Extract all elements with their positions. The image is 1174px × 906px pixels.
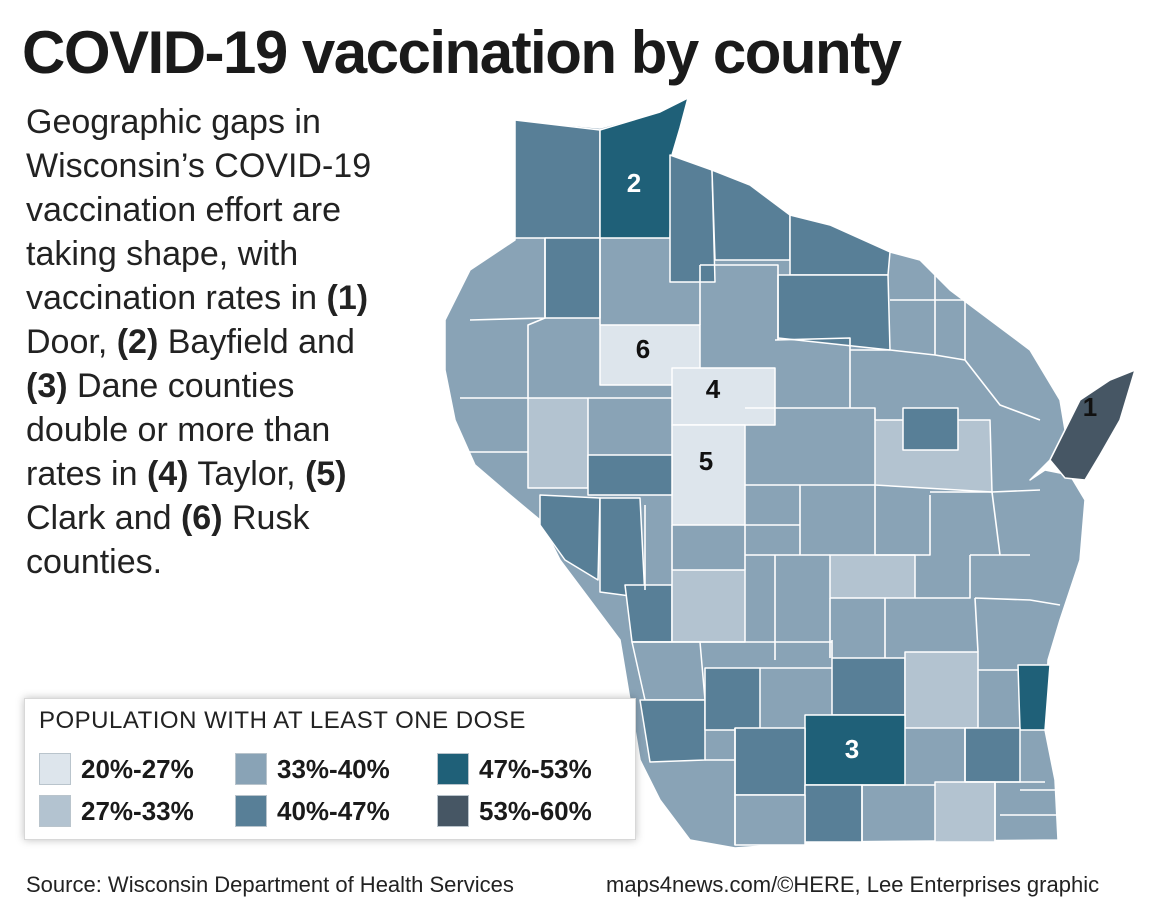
county-iowa [734,727,806,796]
county-door [1049,369,1136,481]
county-monroe [671,569,746,643]
county-trempealeau [599,497,646,599]
county-richland [704,667,761,731]
county-markers: 1 2 3 4 5 6 [627,168,1097,764]
legend-item-40-47: 40%-47% [235,793,390,829]
county-taylor [671,367,776,426]
county-dodge [904,651,979,729]
legend-swatch [437,795,469,827]
legend-label: 33%-40% [277,753,390,784]
intro-text: Geographic gaps in Wisconsin’s COVID-19 … [26,103,372,581]
legend-item-53-60: 53%-60% [437,793,592,829]
legend-swatch [437,753,469,785]
legend-item-27-33: 27%-33% [39,793,194,829]
legend-swatch [235,753,267,785]
legend-title: POPULATION WITH AT LEAST ONE DOSE [39,707,526,734]
county-lafayette [734,794,806,846]
county-green [804,784,863,843]
county-borders [455,238,1061,845]
county-vilas [789,214,891,276]
legend-label: 47%-53% [479,753,592,784]
county-washburn [544,237,601,319]
legend-label: 27%-33% [81,795,194,826]
county-douglas [514,119,601,239]
marker-2: 2 [627,168,641,198]
county-waukesha [964,727,1021,783]
county-columbia [831,657,906,716]
county-vernon [631,641,706,701]
county-eauclaire [587,454,673,496]
marker-6: 6 [636,334,650,364]
credit-note: maps4news.com/©HERE, Lee Enterprises gra… [606,872,1100,897]
county-crawford [639,699,706,763]
legend-item-33-40: 33%-40% [235,751,390,787]
legend-label: 53%-60% [479,795,592,826]
county-ozaukee [1017,664,1051,731]
legend-swatch [39,795,71,827]
county-iron [711,169,791,261]
marker-4: 4 [706,374,721,404]
legend-swatch [39,753,71,785]
legend-label: 20%-27% [81,753,194,784]
legend-swatch [235,795,267,827]
county-dunn [527,397,589,489]
county-walworth [934,781,996,843]
county-menominee [902,407,959,451]
legend-item-20-27: 20%-27% [39,751,194,787]
county-bayfield [599,97,689,239]
page-title: COVID-19 vaccination by county [22,19,902,86]
county-lacrosse [624,584,673,643]
legend-item-47-53: 47%-53% [437,751,592,787]
marker-1: 1 [1083,392,1097,422]
marker-5: 5 [699,446,713,476]
county-ashland [669,154,716,283]
legend: POPULATION WITH AT LEAST ONE DOSE 20%-27… [24,698,636,840]
county-marquette [829,554,916,599]
source-note: Source: Wisconsin Department of Health S… [26,872,514,897]
legend-label: 40%-47% [277,795,390,826]
marker-3: 3 [845,734,859,764]
county-buffalo [539,494,601,581]
wisconsin-county-map: 1 2 3 4 5 6 [444,97,1136,849]
